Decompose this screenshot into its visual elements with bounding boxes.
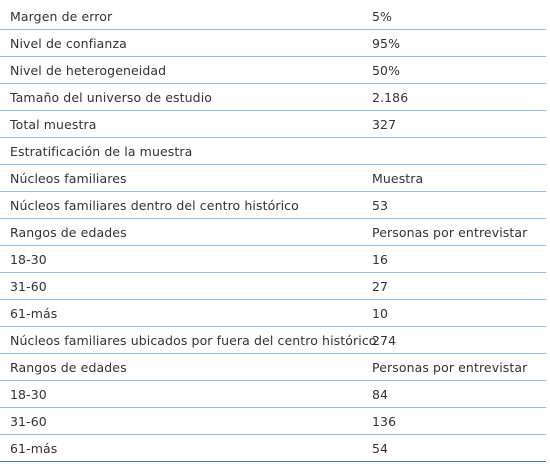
row-label: 61-más — [10, 306, 58, 321]
row-value: 54 — [372, 441, 389, 456]
row-value: 2.186 — [372, 90, 409, 105]
table-row: Total muestra 327 — [0, 111, 546, 138]
row-label: Rangos de edades — [10, 225, 127, 240]
table-row: Núcleos familiares ubicados por fuera de… — [0, 327, 546, 354]
table-row: Nivel de heterogeneidad 50% — [0, 57, 546, 84]
row-value: 84 — [372, 387, 389, 402]
row-label: Núcleos familiares ubicados por fuera de… — [10, 333, 377, 348]
table-row: 18-30 84 — [0, 381, 546, 408]
table-row: 31-60 136 — [0, 408, 546, 435]
row-value: Muestra — [372, 171, 424, 186]
table-row: 61-más 54 — [0, 435, 546, 462]
table-row: Estratificación de la muestra — [0, 138, 546, 165]
table-row: 61-más 10 — [0, 300, 546, 327]
row-value: 327 — [372, 117, 397, 132]
row-value: 5% — [372, 9, 393, 24]
row-label: Nivel de heterogeneidad — [10, 63, 167, 78]
row-label: 31-60 — [10, 279, 47, 294]
row-value: 16 — [372, 252, 389, 267]
row-value: Personas por entrevistar — [372, 360, 528, 375]
table: Margen de error 5% Nivel de confianza 95% Ni… — [0, 3, 546, 462]
row-label: Núcleos familiares — [10, 171, 127, 186]
table-row: Tamaño del universo de estudio 2.186 — [0, 84, 546, 111]
row-label: Núcleos familiares dentro del centro his… — [10, 198, 299, 213]
row-label: Nivel de confianza — [10, 36, 127, 51]
row-label: Margen de error — [10, 9, 113, 24]
table-row: Rangos de edades Personas por entrevistar — [0, 219, 546, 246]
table-row: Nivel de confianza 95% — [0, 30, 546, 57]
row-value: Personas por entrevistar — [372, 225, 528, 240]
row-value: 274 — [372, 333, 397, 348]
row-label: Estratificación de la muestra — [10, 144, 193, 159]
row-label: 18-30 — [10, 387, 47, 402]
table-row: Núcleos familiares dentro del centro his… — [0, 192, 546, 219]
row-label: 61-más — [10, 441, 58, 456]
row-label: 31-60 — [10, 414, 47, 429]
row-value: 27 — [372, 279, 389, 294]
row-label: Total muestra — [10, 117, 97, 132]
table-row: 31-60 27 — [0, 273, 546, 300]
table-row: Margen de error 5% — [0, 3, 546, 30]
row-label: Tamaño del universo de estudio — [10, 90, 213, 105]
row-value: 95% — [372, 36, 401, 51]
row-label: 18-30 — [10, 252, 47, 267]
row-value: 136 — [372, 414, 397, 429]
table-row: 18-30 16 — [0, 246, 546, 273]
row-value: 50% — [372, 63, 401, 78]
table-row: Rangos de edades Personas por entrevistar — [0, 354, 546, 381]
table-row: Núcleos familiares Muestra — [0, 165, 546, 192]
row-value: 53 — [372, 198, 389, 213]
row-value: 10 — [372, 306, 389, 321]
row-label: Rangos de edades — [10, 360, 127, 375]
